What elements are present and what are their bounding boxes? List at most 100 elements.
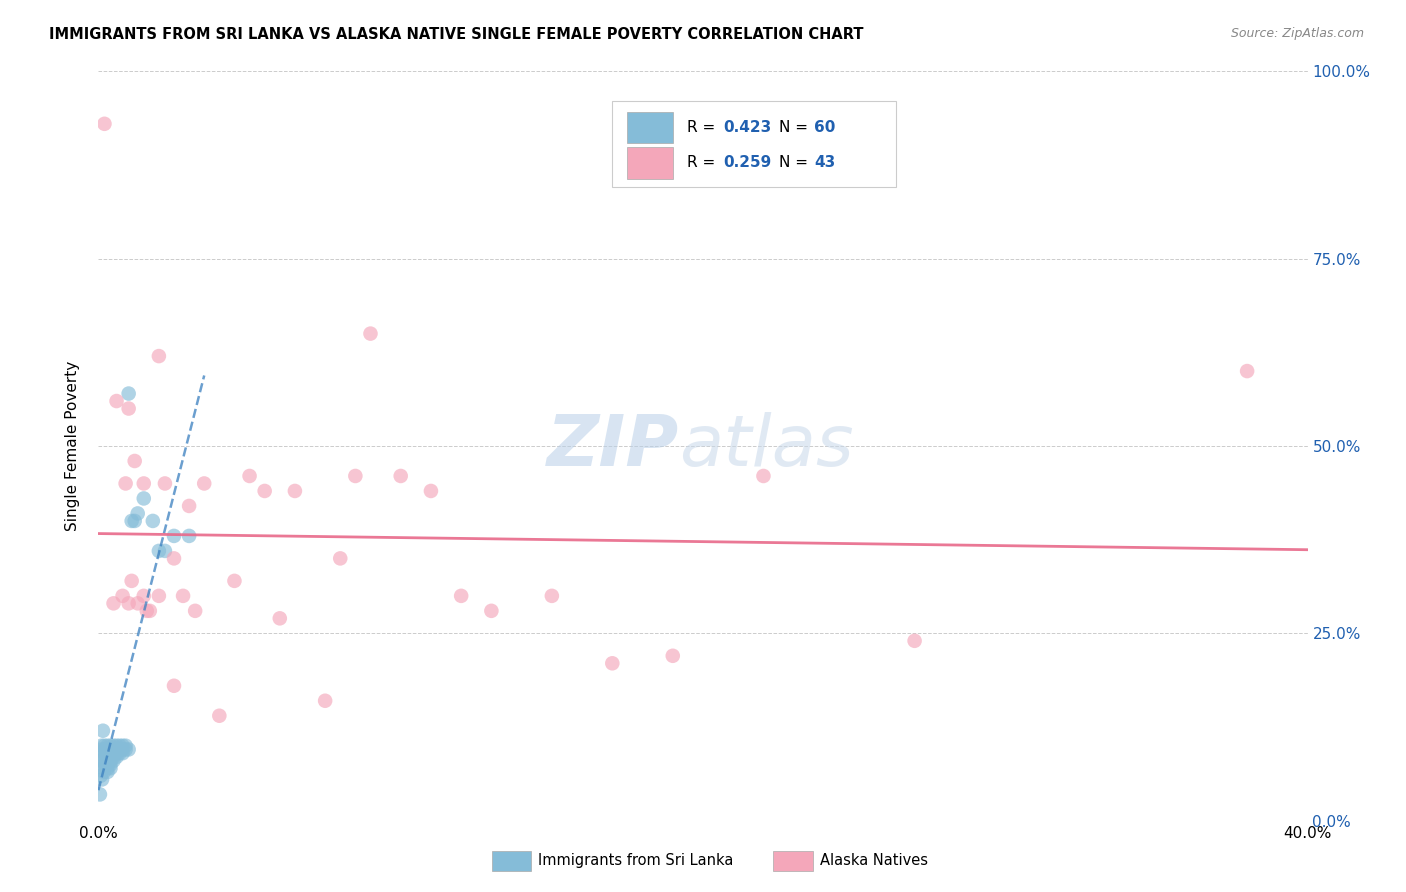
Point bbox=[118, 386, 141, 401]
Point bbox=[481, 604, 503, 618]
Point bbox=[118, 401, 141, 416]
FancyBboxPatch shape bbox=[627, 147, 672, 178]
Point bbox=[105, 394, 128, 409]
Point bbox=[105, 739, 128, 753]
Point bbox=[100, 761, 122, 775]
Point bbox=[93, 739, 115, 753]
Point bbox=[89, 788, 111, 802]
Point bbox=[284, 483, 307, 498]
Point bbox=[344, 469, 367, 483]
Point bbox=[114, 742, 136, 756]
Point bbox=[224, 574, 246, 588]
Point bbox=[148, 589, 170, 603]
Point bbox=[163, 679, 186, 693]
Point bbox=[389, 469, 412, 483]
Point bbox=[93, 764, 115, 779]
Text: Alaska Natives: Alaska Natives bbox=[820, 854, 928, 868]
Text: R =: R = bbox=[688, 120, 720, 135]
Point bbox=[163, 529, 186, 543]
Point bbox=[132, 491, 155, 506]
Point bbox=[91, 772, 114, 787]
Point bbox=[121, 514, 143, 528]
Point bbox=[100, 750, 122, 764]
Point bbox=[360, 326, 382, 341]
Point bbox=[124, 454, 146, 468]
Point bbox=[91, 754, 114, 768]
FancyBboxPatch shape bbox=[627, 112, 672, 144]
Point bbox=[111, 742, 134, 756]
Point bbox=[172, 589, 194, 603]
Point bbox=[91, 723, 114, 738]
Text: 0.423: 0.423 bbox=[724, 120, 772, 135]
Point bbox=[111, 739, 134, 753]
Point bbox=[752, 469, 775, 483]
Point bbox=[94, 757, 117, 772]
Point bbox=[540, 589, 562, 603]
Point bbox=[124, 514, 146, 528]
Point bbox=[114, 739, 136, 753]
Text: IMMIGRANTS FROM SRI LANKA VS ALASKA NATIVE SINGLE FEMALE POVERTY CORRELATION CHA: IMMIGRANTS FROM SRI LANKA VS ALASKA NATI… bbox=[49, 27, 863, 42]
Point bbox=[96, 746, 118, 760]
Point bbox=[103, 746, 125, 760]
Point bbox=[111, 589, 134, 603]
Point bbox=[148, 349, 170, 363]
Point bbox=[142, 514, 165, 528]
Point bbox=[153, 544, 176, 558]
Point bbox=[314, 694, 336, 708]
Point bbox=[118, 596, 141, 610]
Point bbox=[108, 746, 131, 760]
Point bbox=[93, 746, 115, 760]
Point bbox=[100, 742, 122, 756]
Point bbox=[96, 754, 118, 768]
Text: Source: ZipAtlas.com: Source: ZipAtlas.com bbox=[1230, 27, 1364, 40]
Point bbox=[100, 754, 122, 768]
Point bbox=[93, 750, 115, 764]
Point bbox=[132, 589, 155, 603]
Point bbox=[179, 499, 201, 513]
Point bbox=[105, 746, 128, 760]
Point bbox=[179, 529, 201, 543]
Text: N =: N = bbox=[779, 155, 813, 170]
Point bbox=[163, 551, 186, 566]
Point bbox=[111, 746, 134, 760]
Text: 43: 43 bbox=[814, 155, 835, 170]
Point bbox=[329, 551, 352, 566]
Point bbox=[904, 633, 927, 648]
Text: ZIP: ZIP bbox=[547, 411, 679, 481]
Y-axis label: Single Female Poverty: Single Female Poverty bbox=[65, 361, 80, 531]
Point bbox=[661, 648, 683, 663]
Point bbox=[118, 742, 141, 756]
Point bbox=[139, 604, 162, 618]
Point bbox=[96, 750, 118, 764]
Point bbox=[239, 469, 262, 483]
Point bbox=[253, 483, 276, 498]
Point bbox=[135, 604, 157, 618]
Text: R =: R = bbox=[688, 155, 720, 170]
Point bbox=[103, 739, 125, 753]
Point bbox=[193, 476, 215, 491]
Point bbox=[91, 742, 114, 756]
Point bbox=[127, 507, 149, 521]
Point bbox=[450, 589, 472, 603]
Point bbox=[103, 596, 125, 610]
Point bbox=[121, 574, 143, 588]
Point bbox=[420, 483, 443, 498]
Point bbox=[269, 611, 291, 625]
Point bbox=[100, 757, 122, 772]
Text: 60: 60 bbox=[814, 120, 835, 135]
Point bbox=[184, 604, 207, 618]
Point bbox=[108, 742, 131, 756]
Point bbox=[602, 657, 624, 671]
Point bbox=[93, 757, 115, 772]
Point bbox=[94, 742, 117, 756]
Point bbox=[103, 750, 125, 764]
Point bbox=[91, 761, 114, 775]
Point bbox=[93, 742, 115, 756]
Text: Immigrants from Sri Lanka: Immigrants from Sri Lanka bbox=[538, 854, 734, 868]
Point bbox=[96, 739, 118, 753]
Point bbox=[90, 739, 112, 753]
Text: N =: N = bbox=[779, 120, 813, 135]
Point bbox=[208, 708, 231, 723]
Point bbox=[100, 746, 122, 760]
Text: atlas: atlas bbox=[679, 411, 853, 481]
